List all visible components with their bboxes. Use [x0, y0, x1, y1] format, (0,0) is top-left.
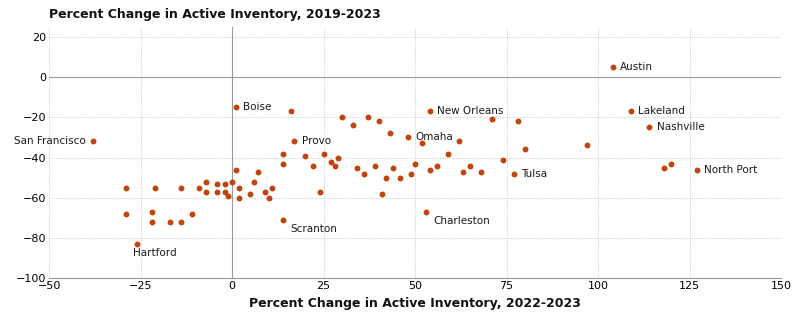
Text: Charleston: Charleston: [434, 216, 490, 226]
Text: Nashville: Nashville: [657, 122, 705, 132]
Point: [277, 151, 290, 156]
Point: [383, 131, 396, 136]
Point: [277, 161, 290, 166]
Point: [346, 123, 359, 128]
Point: [369, 163, 382, 168]
Point: [386, 165, 399, 170]
Point: [423, 167, 436, 172]
Point: [174, 185, 187, 190]
Point: [226, 179, 238, 184]
Point: [318, 151, 330, 156]
Point: [244, 191, 257, 196]
X-axis label: Percent Change in Active Inventory, 2022-2023: Percent Change in Active Inventory, 2022…: [249, 297, 581, 310]
Point: [511, 119, 524, 124]
Text: North Port: North Port: [704, 165, 758, 175]
Text: Hartford: Hartford: [134, 248, 177, 258]
Text: Austin: Austin: [620, 62, 653, 72]
Point: [211, 189, 224, 194]
Point: [658, 165, 670, 170]
Point: [200, 179, 213, 184]
Point: [306, 163, 319, 168]
Point: [266, 185, 278, 190]
Text: Boise: Boise: [243, 102, 271, 112]
Text: San Francisco: San Francisco: [14, 136, 86, 146]
Point: [464, 163, 477, 168]
Point: [230, 167, 242, 172]
Point: [332, 155, 345, 160]
Point: [402, 135, 414, 140]
Point: [409, 161, 422, 166]
Point: [690, 167, 703, 172]
Point: [328, 163, 341, 168]
Point: [230, 105, 242, 110]
Point: [423, 109, 436, 114]
Point: [625, 109, 638, 114]
Point: [379, 175, 392, 180]
Point: [497, 157, 510, 162]
Point: [193, 185, 206, 190]
Point: [350, 165, 363, 170]
Point: [145, 219, 158, 225]
Point: [222, 193, 235, 198]
Point: [643, 125, 656, 130]
Point: [233, 195, 246, 200]
Point: [518, 147, 531, 152]
Point: [119, 211, 132, 217]
Point: [211, 181, 224, 186]
Point: [251, 169, 264, 174]
Point: [335, 115, 348, 120]
Point: [262, 195, 275, 200]
Point: [372, 119, 385, 124]
Text: Omaha: Omaha: [415, 132, 453, 142]
Point: [430, 163, 443, 168]
Point: [218, 181, 231, 186]
Point: [119, 185, 132, 190]
Point: [163, 219, 176, 225]
Text: New Orleans: New Orleans: [437, 106, 503, 116]
Point: [258, 189, 271, 194]
Point: [665, 161, 678, 166]
Point: [442, 151, 454, 156]
Point: [314, 189, 326, 194]
Point: [474, 169, 487, 174]
Text: Tulsa: Tulsa: [522, 169, 547, 179]
Point: [486, 117, 498, 122]
Point: [130, 242, 143, 247]
Point: [453, 139, 466, 144]
Point: [86, 139, 99, 144]
Point: [606, 64, 619, 69]
Point: [405, 171, 418, 176]
Point: [358, 171, 370, 176]
Text: Scranton: Scranton: [290, 224, 338, 234]
Point: [361, 115, 374, 120]
Point: [174, 219, 187, 225]
Point: [186, 211, 198, 217]
Text: Percent Change in Active Inventory, 2019-2023: Percent Change in Active Inventory, 2019…: [49, 8, 381, 21]
Point: [288, 139, 301, 144]
Text: Lakeland: Lakeland: [638, 106, 686, 116]
Point: [420, 209, 433, 214]
Point: [145, 209, 158, 214]
Point: [200, 189, 213, 194]
Point: [284, 109, 297, 114]
Point: [581, 143, 594, 148]
Point: [507, 171, 520, 176]
Point: [277, 218, 290, 223]
Point: [325, 159, 338, 164]
Point: [394, 175, 407, 180]
Point: [376, 191, 389, 196]
Point: [416, 141, 429, 146]
Point: [299, 153, 312, 158]
Point: [233, 185, 246, 190]
Point: [218, 189, 231, 194]
Text: Provo: Provo: [302, 136, 330, 146]
Point: [456, 169, 469, 174]
Point: [248, 179, 261, 184]
Point: [149, 185, 162, 190]
